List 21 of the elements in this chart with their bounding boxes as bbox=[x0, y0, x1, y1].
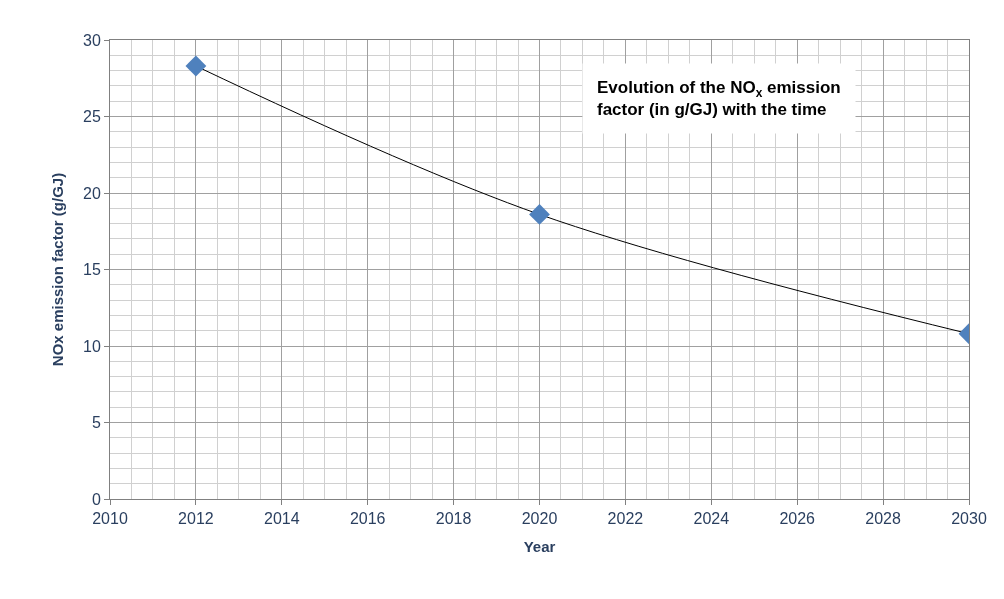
x-tick-label: 2010 bbox=[92, 510, 128, 528]
x-tick-label: 2030 bbox=[951, 510, 987, 528]
text: Evolution of the NO$_{x}$ emission factor (in g/GJ) with the time bbox=[597, 78, 841, 120]
y-tick-label: 0 bbox=[91, 490, 101, 508]
x-tick-label: 2024 bbox=[693, 510, 730, 528]
y-axis-title: NOx emission factor (g/GJ) bbox=[49, 172, 67, 367]
x-tick-label: 2020 bbox=[521, 510, 558, 528]
y-tick-label: 10 bbox=[83, 337, 101, 355]
x-tick-label: 2012 bbox=[178, 510, 214, 528]
x-tick-label: 2018 bbox=[435, 510, 472, 528]
x-tick-label: 2016 bbox=[349, 510, 386, 528]
y-tick-label: 30 bbox=[83, 31, 101, 49]
x-tick-label: 2026 bbox=[779, 510, 816, 528]
x-tick-label: 2028 bbox=[865, 510, 901, 528]
y-tick-label: 5 bbox=[91, 414, 101, 432]
y-tick-label: 25 bbox=[83, 108, 101, 126]
x-axis-title: Year bbox=[523, 538, 556, 556]
y-tick-label: 15 bbox=[83, 261, 101, 279]
y-tick-label: 20 bbox=[83, 184, 101, 202]
x-tick-label: 2014 bbox=[264, 510, 300, 528]
x-tick-label: 2022 bbox=[607, 510, 644, 528]
